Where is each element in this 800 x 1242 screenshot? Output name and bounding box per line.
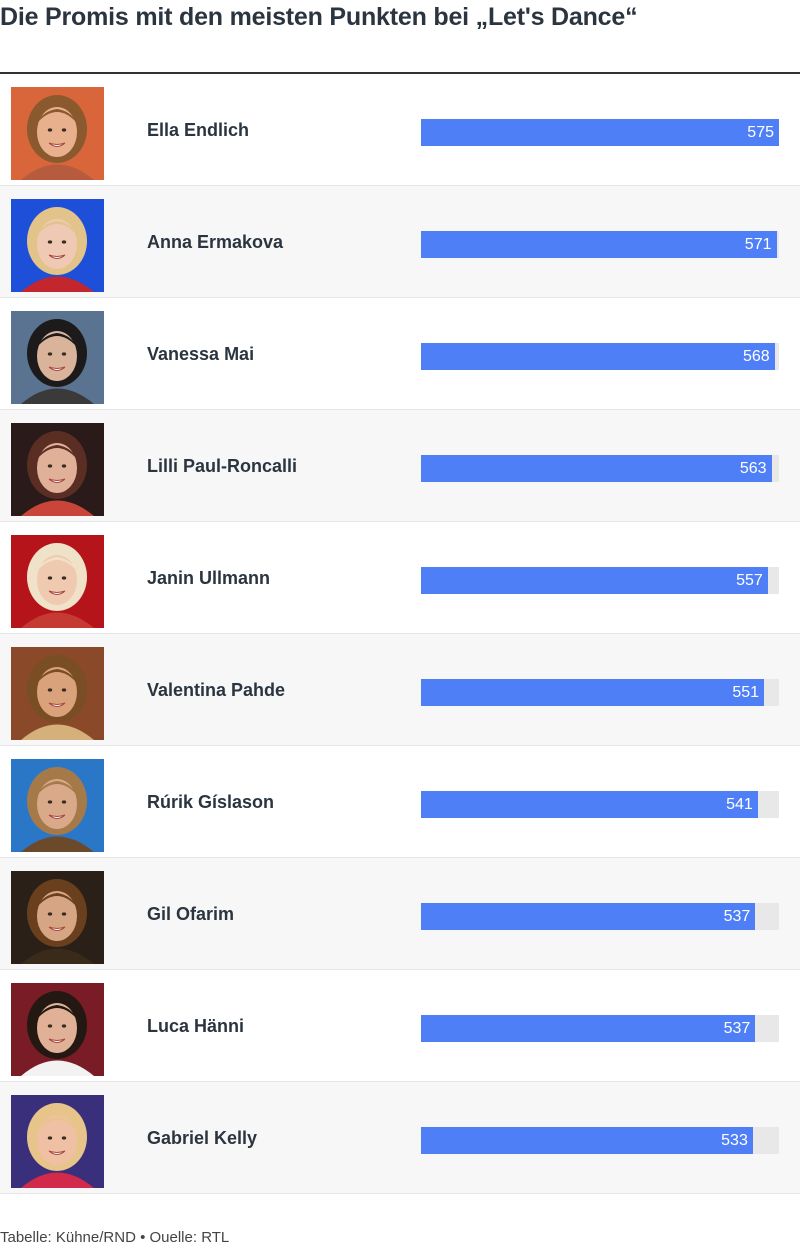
celebrity-name: Valentina Pahde	[147, 680, 286, 700]
bar-value-label: 557	[736, 572, 763, 589]
celebrity-name: Gil Ofarim	[147, 904, 235, 924]
bar-value-label: 571	[744, 236, 772, 253]
bar-value-label: 537	[723, 908, 751, 925]
table-row: Luca Hänni 537	[0, 970, 800, 1082]
table-row: Rúrik Gíslason 541	[0, 746, 800, 858]
bar-track: 563	[421, 455, 779, 482]
bar: 575	[421, 119, 779, 146]
table-row: Valentina Pahde 551	[0, 634, 800, 746]
bar: 537	[421, 1015, 756, 1042]
bar-value-label: 568	[742, 348, 770, 365]
celebrity-name: Anna Ermakova	[147, 232, 284, 252]
bar-track: 557	[421, 567, 779, 594]
bar: 533	[421, 1127, 753, 1154]
table-row: Gabriel Kelly 533	[0, 1082, 800, 1194]
bar-value-label: 537	[723, 1020, 751, 1037]
celebrity-name: Ella Endlich	[147, 120, 250, 140]
source-note: Tabelle: Kühne/RND • Quelle: RTL	[0, 1229, 230, 1242]
celebrity-name: Rúrik Gíslason	[147, 792, 275, 812]
table-row: Ella Endlich 575	[0, 74, 800, 186]
bar: 551	[421, 679, 765, 706]
portrait-icon	[11, 423, 104, 516]
ranking-table: Ella Endlich 575 Anna Ermakova 571 Vanessa M…	[0, 72, 800, 1194]
celebrity-name: Luca Hänni	[147, 1016, 245, 1036]
table-row: Lilli Paul-Roncalli 563	[0, 410, 800, 522]
bar-track: 571	[421, 231, 779, 258]
portrait-icon	[11, 983, 104, 1076]
table-row: Vanessa Mai 568	[0, 298, 800, 410]
bar-value-label: 575	[747, 124, 774, 141]
portrait-icon	[11, 871, 104, 964]
bar: 568	[421, 343, 775, 370]
bar-track: 541	[421, 791, 779, 818]
bar: 541	[421, 791, 758, 818]
bar-track: 537	[421, 1015, 779, 1042]
celebrity-name: Vanessa Mai	[147, 344, 255, 364]
bar: 537	[421, 903, 756, 930]
portrait-icon	[11, 87, 104, 180]
bar-value-label: 533	[721, 1132, 748, 1149]
bar: 571	[421, 231, 777, 258]
bar-value-label: 551	[732, 684, 760, 701]
portrait-icon	[11, 199, 104, 292]
portrait-icon	[11, 759, 104, 852]
bar-value-label: 541	[726, 796, 753, 813]
celebrity-name: Gabriel Kelly	[147, 1128, 258, 1148]
bar-track: 537	[421, 903, 779, 930]
table-row: Anna Ermakova 571	[0, 186, 800, 298]
celebrity-name: Lilli Paul-Roncalli	[147, 456, 298, 476]
bar-track: 551	[421, 679, 779, 706]
portrait-icon	[11, 1095, 104, 1188]
celebrity-name: Janin Ullmann	[147, 568, 271, 588]
portrait-icon	[11, 535, 104, 628]
table-row: Gil Ofarim 537	[0, 858, 800, 970]
bar: 557	[421, 567, 768, 594]
portrait-icon	[11, 647, 104, 740]
portrait-icon	[11, 311, 104, 404]
chart-title: Die Promis mit den meisten Punkten bei „…	[0, 3, 638, 31]
bar-value-label: 563	[739, 460, 767, 477]
bar: 563	[421, 455, 772, 482]
bar-track: 568	[421, 343, 779, 370]
bar-track: 575	[421, 119, 779, 146]
bar-track: 533	[421, 1127, 779, 1154]
table-row: Janin Ullmann 557	[0, 522, 800, 634]
